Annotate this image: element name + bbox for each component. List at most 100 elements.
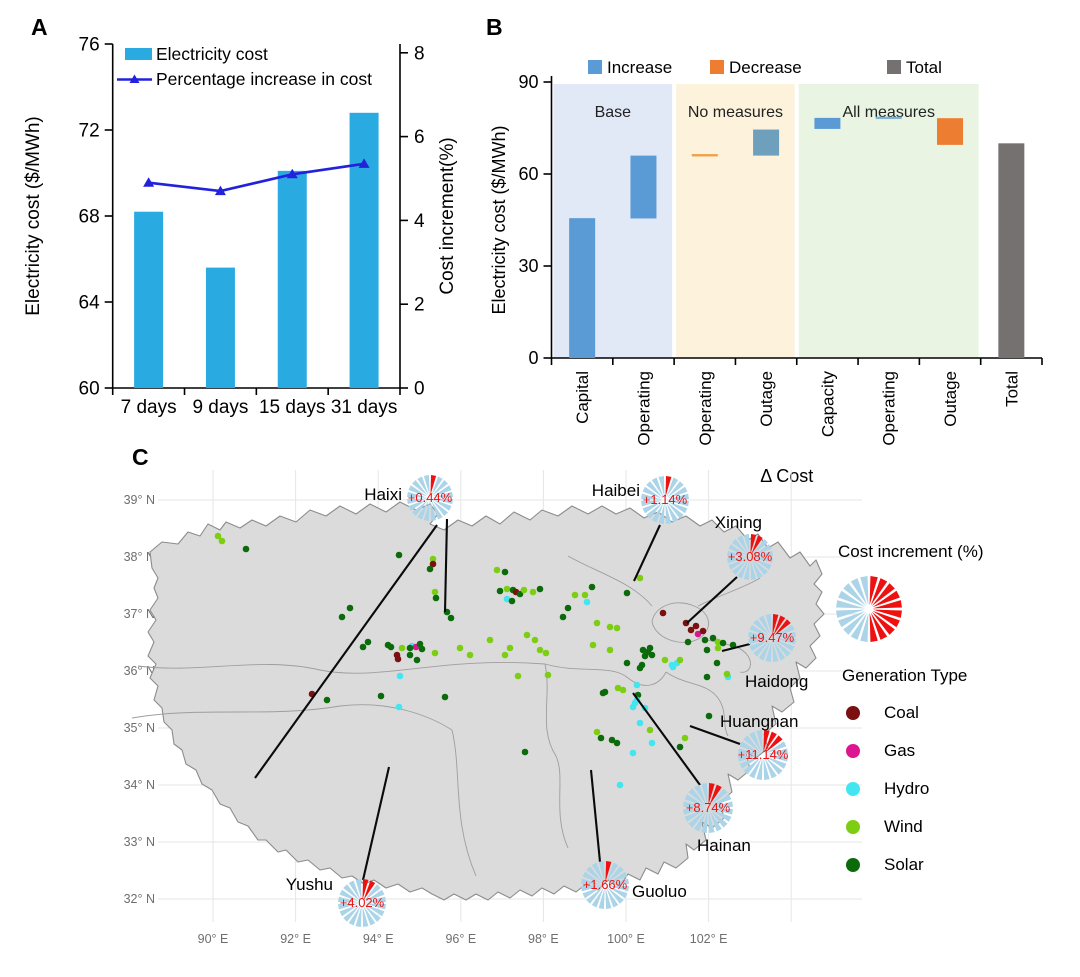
plant-dot-wind	[431, 649, 439, 657]
plant-dot-wind	[606, 623, 614, 631]
legend-item-hydro: Hydro	[846, 770, 929, 808]
plant-dot-solar	[432, 594, 440, 602]
a-x-category-label: 31 days	[331, 397, 398, 418]
increment-label-haibei: +1.14%	[643, 492, 688, 507]
a-line-marker	[286, 168, 298, 179]
b-band-label: No measures	[688, 104, 783, 121]
a-x-category-label: 7 days	[121, 397, 177, 418]
plant-dot-solar	[646, 644, 654, 652]
plant-dot-solar	[359, 643, 367, 651]
hydro-dot-icon	[846, 782, 860, 796]
region-label-huangnan: Huangnan	[720, 712, 798, 731]
callout-line-haixi	[254, 524, 438, 779]
plant-dot-solar	[364, 638, 372, 646]
plant-dot-hydro	[633, 681, 641, 689]
plant-dot-wind	[571, 591, 579, 599]
plant-dot-wind	[723, 670, 731, 678]
plant-dot-solar	[377, 692, 385, 700]
c-x-tick-label: 100° E	[607, 932, 645, 946]
plant-dot-solar	[536, 585, 544, 593]
plant-dot-solar	[703, 646, 711, 654]
c-y-tick-label: 33° N	[124, 835, 155, 849]
region-label-xining: Xining	[715, 513, 762, 532]
plant-dot-solar	[508, 597, 516, 605]
c-internal-border	[137, 662, 546, 674]
a-left-tick-label: 76	[79, 35, 100, 56]
plant-dot-solar	[623, 589, 631, 597]
a-x-category-label: 15 days	[259, 397, 326, 418]
c-y-tick-label: 38° N	[124, 550, 155, 564]
increment-label-haixi: +0.44%	[408, 490, 453, 505]
plant-dot-wind	[429, 555, 437, 563]
b-legend-label-total: Total	[906, 58, 942, 77]
plant-dot-solar	[701, 636, 709, 644]
plant-dot-solar	[516, 590, 524, 598]
a-left-tick-label: 60	[79, 379, 100, 400]
plant-dot-solar	[639, 646, 647, 654]
b-band-label: All measures	[842, 104, 934, 121]
plant-dot-hydro	[503, 595, 511, 603]
plant-dot-solar	[416, 640, 424, 648]
a-x-category-label: 9 days	[192, 397, 248, 418]
a-bar-7-days	[134, 211, 164, 388]
b-x-category-label: Outage	[757, 371, 776, 427]
plant-dot-coal	[429, 560, 437, 568]
plant-dot-wind	[486, 636, 494, 644]
increment-label-guoluo: +1.66%	[583, 877, 628, 892]
a-legend-line-label: Percentage increase in cost	[156, 69, 372, 89]
plant-dot-wind	[544, 671, 552, 679]
plant-dot-solar	[338, 613, 346, 621]
a-bar-31-days	[349, 112, 379, 389]
increment-label-xining: +3.08%	[728, 549, 773, 564]
plant-dot-wind	[593, 619, 601, 627]
plant-dot-coal	[394, 655, 402, 663]
plant-dot-solar	[447, 614, 455, 622]
plant-dot-wind	[714, 638, 722, 646]
a-right-tick-label: 8	[414, 43, 425, 64]
b-x-category-label: Capital	[573, 371, 592, 424]
plant-dot-wind	[593, 728, 601, 736]
a-line-marker	[358, 158, 370, 168]
callout-line-xining	[686, 576, 738, 624]
plant-dot-hydro	[636, 719, 644, 727]
plant-dot-solar	[676, 743, 684, 751]
c-internal-border	[651, 602, 709, 643]
map-c-qinghai-generation: 39° N 38° N 37° N 36° N 35° N 34° N 33° N 32° N…	[124, 470, 862, 946]
legend-item-coal: Coal	[846, 694, 929, 732]
callout-line-yushu	[361, 766, 391, 881]
plant-dot-solar	[703, 673, 711, 681]
b-bar-outage-3	[753, 129, 780, 156]
plant-dot-solar	[588, 583, 596, 591]
c-internal-border	[544, 663, 569, 849]
b-x-category-label: Operating	[696, 371, 715, 446]
plant-dot-solar	[641, 652, 649, 660]
starburst-guoluo	[581, 861, 629, 909]
plant-dot-wind	[676, 656, 684, 664]
plant-dot-hydro	[395, 703, 403, 711]
plant-dot-wind	[614, 684, 622, 692]
c-internal-border	[665, 671, 729, 737]
region-label-haixi: Haixi	[364, 485, 402, 504]
wind-dot-icon	[846, 820, 860, 834]
cost-increment-legend-burst	[836, 576, 902, 642]
plant-dot-wind	[661, 656, 669, 664]
a-legend-bar-label: Electricity cost	[156, 44, 268, 64]
plant-dot-solar	[709, 634, 717, 642]
callout-line-hainan	[632, 692, 701, 786]
plant-dot-solar	[599, 689, 607, 697]
starburst-haixi	[407, 475, 453, 521]
plant-dot-solar	[501, 568, 509, 576]
a-left-tick-label: 68	[79, 207, 100, 228]
plant-dot-solar	[623, 659, 631, 667]
plant-dot-wind	[589, 641, 597, 649]
plant-dot-solar	[441, 693, 449, 701]
callout-line-huangnan	[689, 725, 741, 745]
plant-dot-wind	[398, 644, 406, 652]
c-internal-border	[544, 663, 667, 686]
plant-dot-wind	[456, 644, 464, 652]
legend-item-label: Wind	[884, 817, 923, 836]
a-left-tick-label: 72	[79, 121, 100, 142]
plant-dot-solar	[387, 643, 395, 651]
c-x-tick-label: 98° E	[528, 932, 559, 946]
